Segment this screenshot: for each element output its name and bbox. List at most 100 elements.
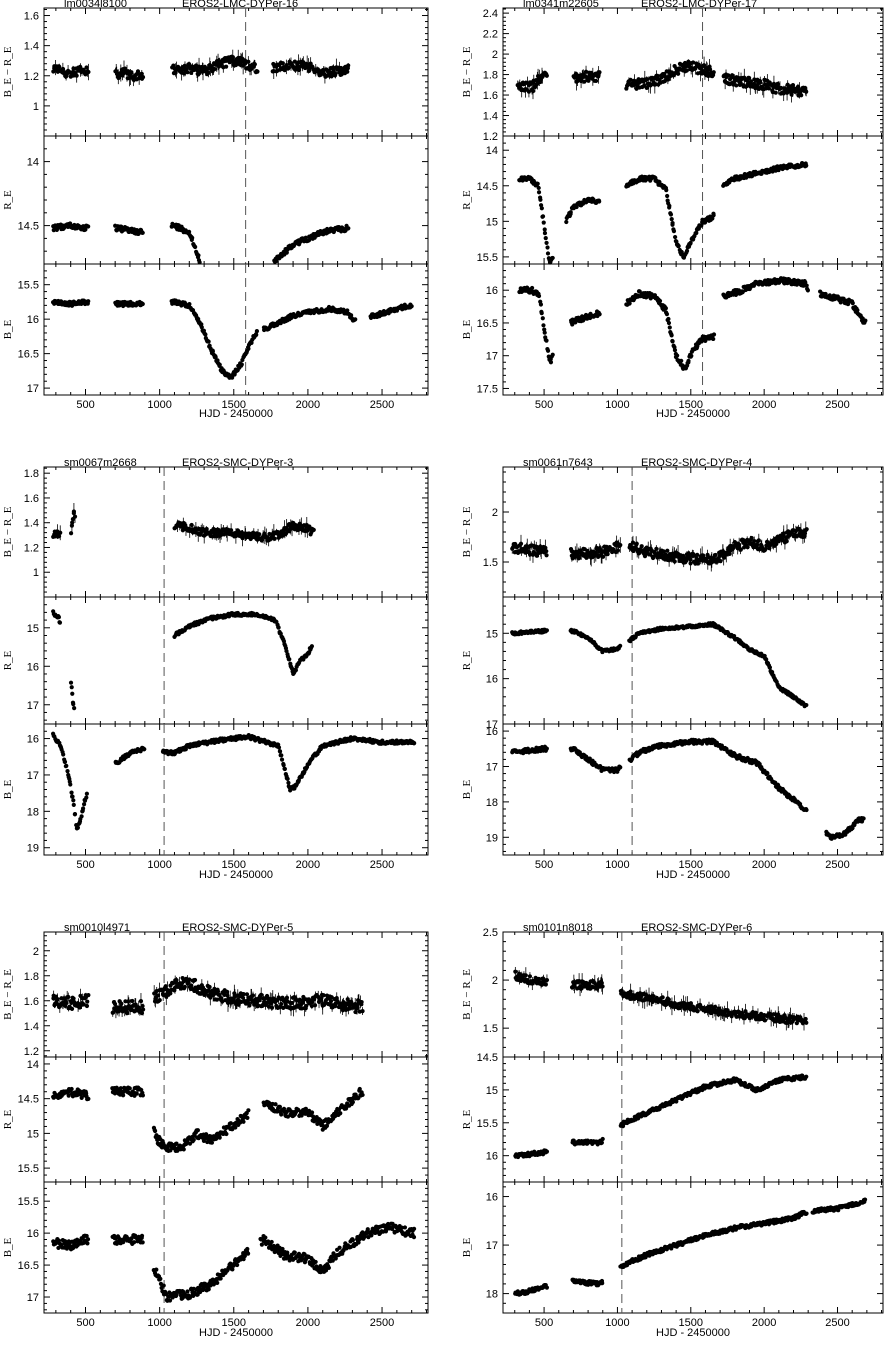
light-curve-chart-sm0067m2668: sm0067m2668 EROS2-SMC-DYPer-311.21.41.61.…	[2, 457, 429, 881]
data-point	[229, 528, 234, 533]
data-points	[51, 503, 316, 547]
data-point	[84, 795, 89, 800]
panel-frame	[502, 263, 884, 396]
data-point	[206, 339, 211, 344]
y-tick-label: 16.5	[477, 318, 498, 330]
data-point	[564, 219, 569, 225]
data-point	[57, 620, 63, 625]
y-tick-label: 2.4	[483, 8, 498, 20]
data-points	[515, 56, 809, 103]
data-point	[197, 260, 202, 265]
data-point	[281, 763, 286, 768]
data-point	[215, 358, 220, 363]
data-point	[672, 348, 678, 353]
y-tick-label: 17	[27, 770, 39, 782]
panel-frame	[43, 7, 429, 137]
y-tick-label: 17	[486, 351, 498, 363]
data-point	[634, 541, 639, 546]
data-point	[673, 234, 678, 240]
y-tick-label: 15.5	[18, 280, 39, 292]
panel-red-band: 14 14.5 15 15.5 R_E	[461, 135, 884, 265]
data-point	[284, 250, 289, 255]
data-point	[68, 531, 74, 536]
panel-color: 1.2 1.4 1.6 1.8 2 2.2 2.4 B_E − R_E	[461, 7, 884, 143]
data-point	[727, 551, 732, 557]
data-point	[56, 614, 62, 620]
data-point	[86, 69, 91, 75]
y-axis-label: B_E − R_E	[461, 506, 473, 557]
data-point	[199, 325, 204, 330]
x-axis-label: HJD - 2450000	[199, 408, 273, 420]
y-tick-label: 2	[492, 49, 498, 61]
data-point	[544, 73, 549, 78]
data-point	[86, 224, 91, 229]
data-point	[129, 70, 134, 75]
data-point	[536, 293, 542, 299]
data-point	[72, 706, 77, 711]
data-point	[667, 325, 672, 330]
data-point	[71, 798, 76, 803]
data-point	[69, 790, 74, 795]
y-tick-label: 14	[27, 157, 39, 169]
data-point	[576, 556, 582, 561]
panel-color: 1 1.2 1.4 1.6 1.8 B_E − R_E	[2, 466, 429, 598]
data-point	[70, 794, 75, 799]
data-point	[212, 66, 217, 72]
y-tick-label: 1.4	[24, 518, 39, 530]
data-point	[213, 355, 218, 360]
data-point	[676, 243, 681, 249]
data-point	[542, 227, 547, 232]
data-point	[734, 83, 739, 88]
data-point	[763, 546, 768, 552]
data-point	[758, 80, 763, 85]
data-point	[79, 814, 84, 819]
y-tick-label: 1.2	[483, 131, 498, 143]
y-axis-label: B_E − R_E	[2, 46, 14, 97]
data-point	[140, 230, 145, 235]
data-point	[62, 759, 68, 764]
y-tick-label: 18	[27, 806, 39, 818]
y-tick-label: 17	[27, 383, 39, 395]
data-point	[850, 301, 855, 306]
y-tick-label: 16	[27, 661, 39, 673]
data-point	[670, 339, 675, 344]
data-point	[246, 59, 251, 64]
x-tick-label: 2000	[296, 859, 320, 871]
data-point	[663, 306, 668, 311]
y-tick-label: 19	[27, 843, 39, 855]
y-tick-label: 1	[33, 567, 39, 579]
data-point	[70, 520, 75, 525]
y-axis-label: R_E	[2, 190, 14, 210]
y-tick-label: 1.2	[24, 542, 39, 554]
x-tick-label: 1000	[605, 399, 629, 411]
data-point	[71, 802, 76, 807]
y-tick-label: 16	[486, 285, 498, 297]
data-point	[277, 749, 283, 754]
data-point	[331, 68, 336, 73]
data-point	[329, 74, 334, 79]
data-point	[530, 285, 535, 291]
y-tick-label: 1.6	[24, 493, 39, 505]
y-tick-label: 14.5	[477, 181, 498, 193]
data-point	[287, 657, 292, 662]
data-point	[255, 69, 260, 74]
data-point	[345, 69, 350, 74]
data-point	[593, 78, 599, 84]
data-point	[83, 227, 88, 232]
data-point	[246, 346, 251, 351]
data-points	[510, 521, 809, 572]
data-point	[654, 546, 659, 551]
y-axis-label: B_E − R_E	[2, 506, 14, 557]
data-points	[51, 609, 315, 711]
panel-red-band: 14 14.5 R_E	[2, 135, 429, 265]
data-point	[193, 244, 198, 250]
data-point	[86, 299, 91, 304]
x-tick-label: 1000	[147, 399, 171, 411]
data-point	[71, 702, 76, 707]
data-point	[61, 752, 66, 757]
data-point	[664, 188, 669, 193]
y-tick-label: 1.5	[483, 557, 498, 569]
y-tick-label: 1.8	[24, 468, 39, 480]
y-tick-label: 16	[27, 734, 39, 746]
